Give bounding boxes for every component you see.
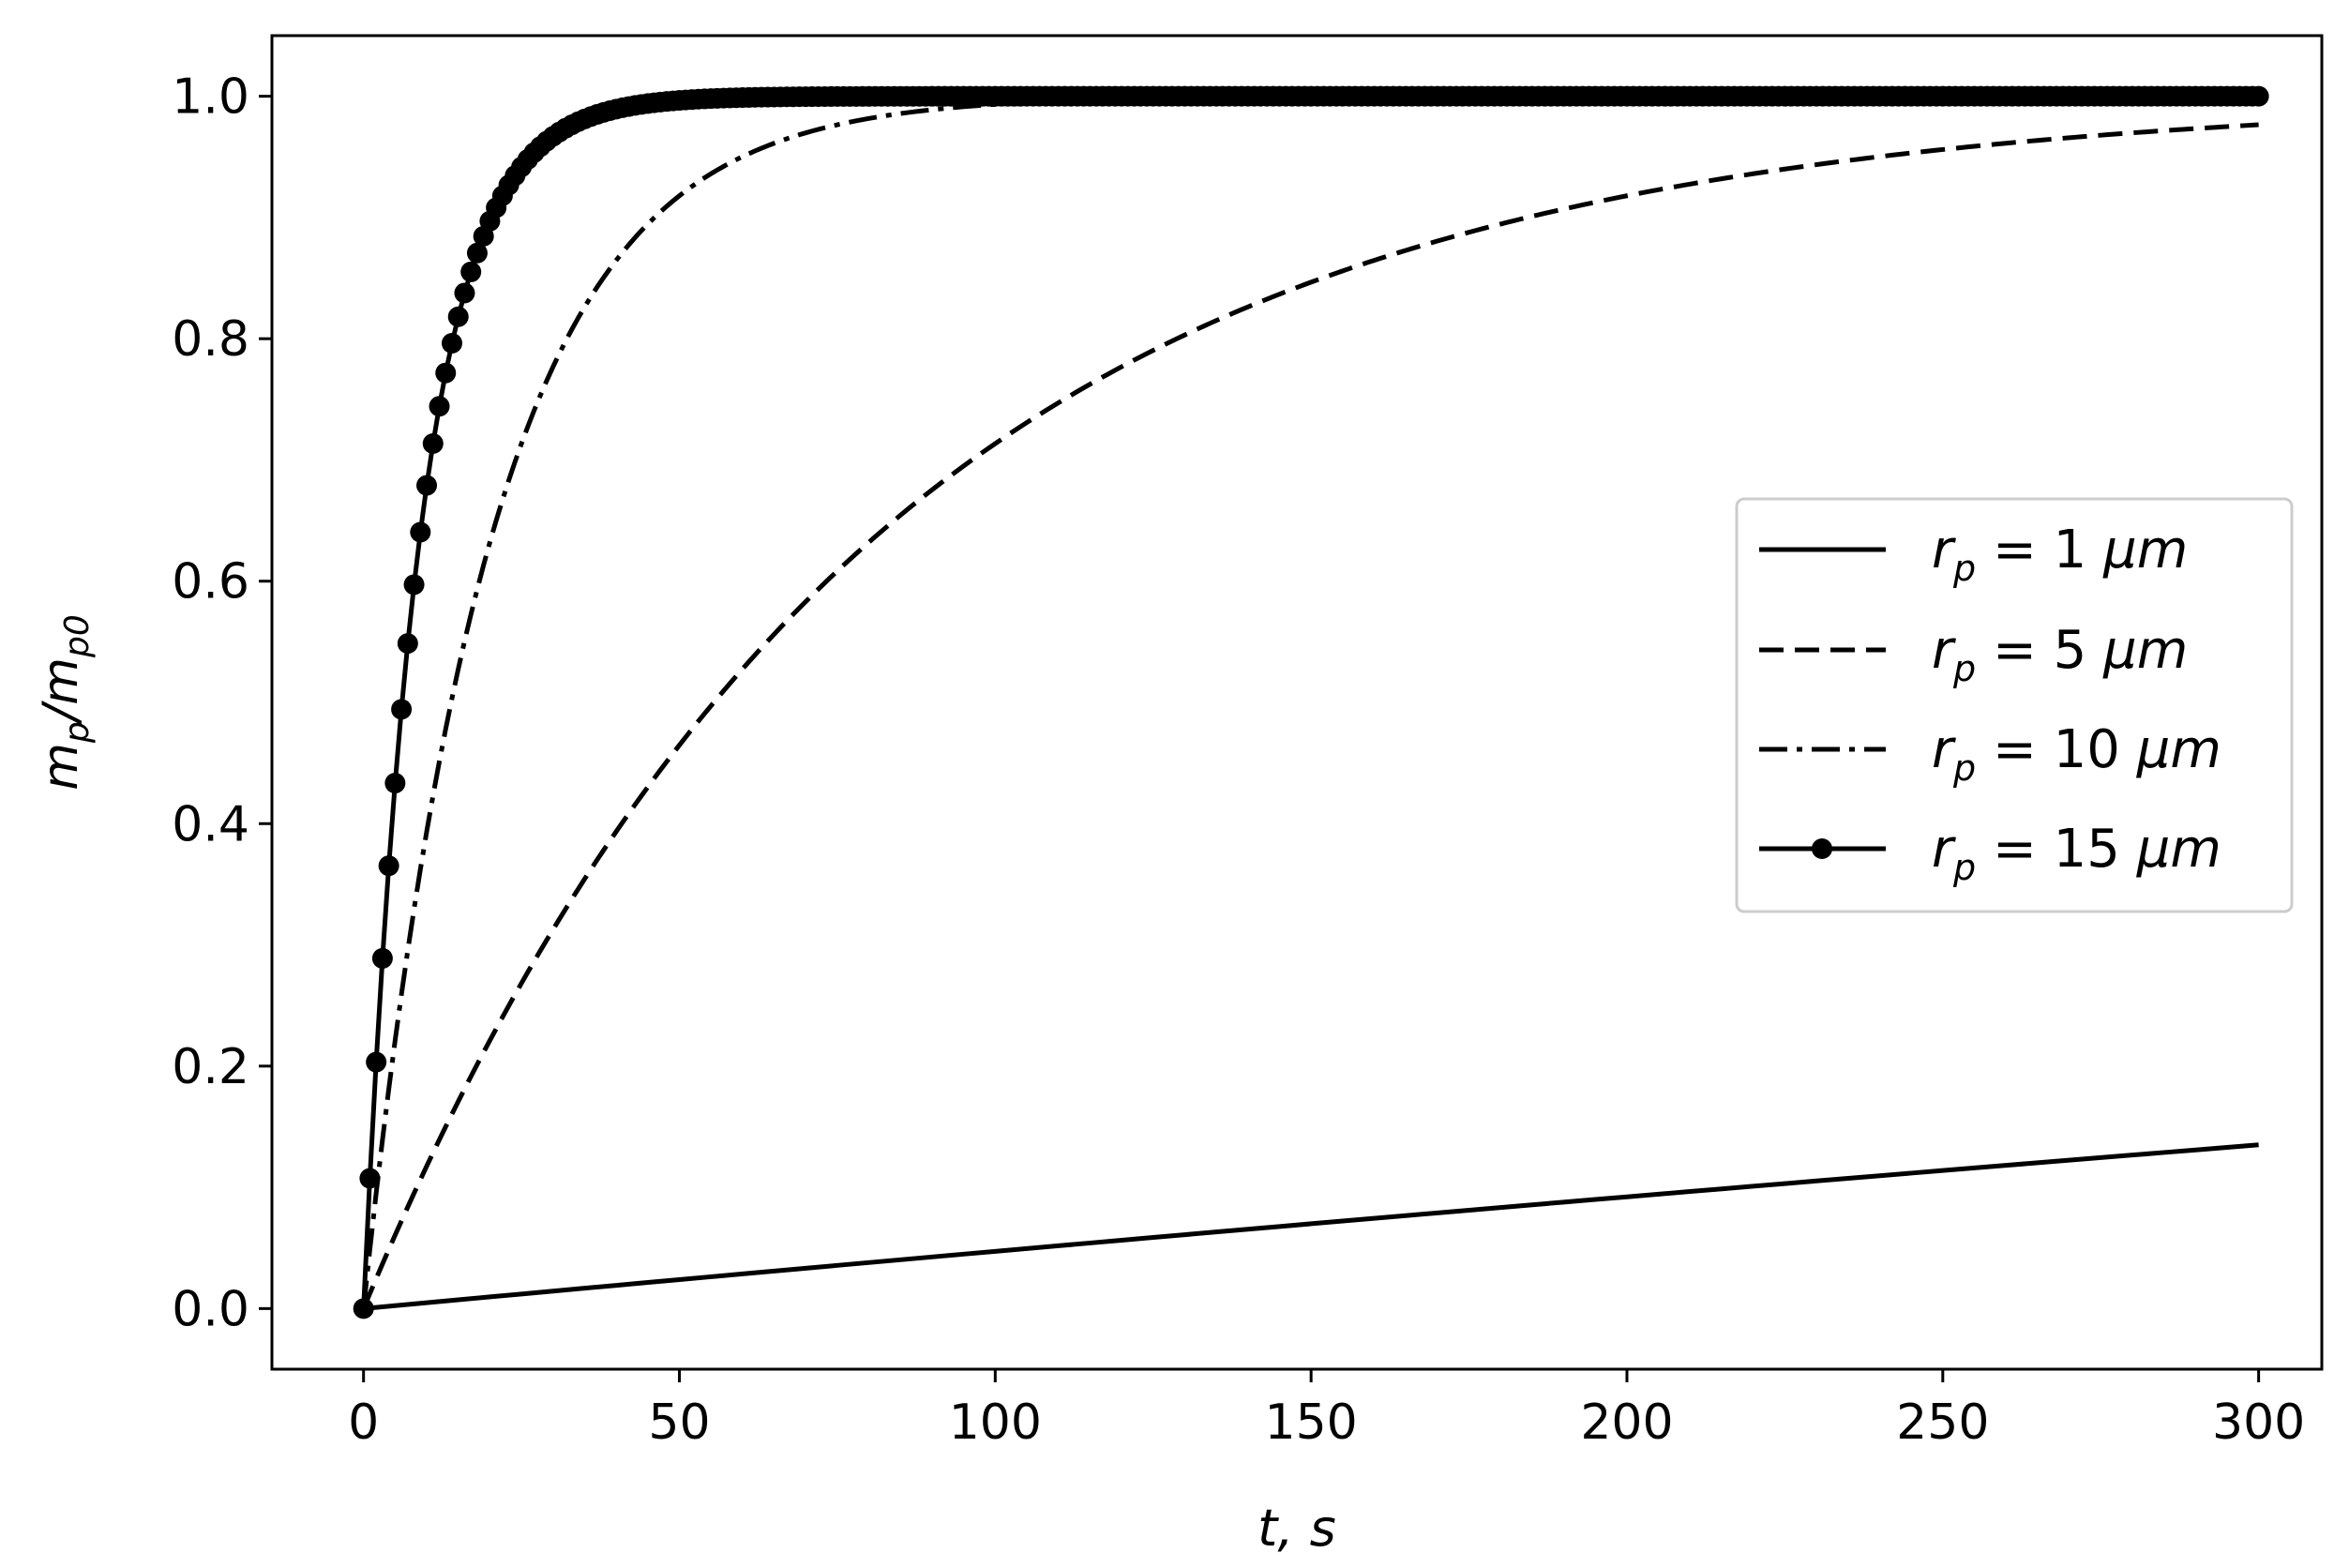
data-point [353,1298,374,1319]
x-tick-label: 0 [348,1395,379,1451]
legend-label: rp = 5 μm [1932,620,2188,689]
x-tick-label: 100 [949,1395,1042,1451]
y-tick-label: 0.6 [172,554,249,611]
x-tick-label: 200 [1580,1395,1673,1451]
data-point [371,947,393,969]
y-axis: 0.0 0.2 0.4 0.6 0.8 1.0 [172,69,272,1337]
data-point [366,1051,387,1073]
series-line-2 [361,122,2259,1310]
legend-marker [1812,838,1832,859]
x-axis-label: t, s [1257,1499,1336,1558]
y-axis-label: mp/mp0 [33,614,97,790]
data-point [378,855,399,877]
data-point [435,362,457,384]
y-tick-label: 0.4 [172,796,249,852]
data-point [447,306,469,327]
data-point [410,521,431,543]
series-markers-4 [353,85,2269,1319]
x-axis: 0 50 100 150 200 250 300 [348,1369,2305,1451]
legend-label: rp = 10 μm [1932,719,2221,789]
y-tick-label: 0.0 [172,1281,249,1337]
data-point [416,475,438,496]
series-line-1 [363,1142,2259,1311]
plot-frame [270,34,2324,1371]
data-point [359,1168,381,1189]
y-tick-label: 0.8 [172,311,249,368]
legend-label: rp = 1 μm [1932,520,2188,589]
legend-frame [1735,497,2294,913]
series-line-3 [361,94,2259,1309]
legend: rp = 1 μm rp = 5 μm rp = 10 μm rp = 15 μm [1735,497,2294,913]
legend-label: rp = 15 μm [1932,819,2221,888]
x-tick-label: 150 [1265,1395,1358,1451]
x-tick-label: 50 [648,1395,710,1451]
x-tick-label: 250 [1896,1395,1989,1451]
data-point [466,242,488,264]
y-tick-label: 0.2 [172,1039,249,1095]
x-tick-label: 300 [2212,1395,2305,1451]
data-point [441,333,462,354]
data-point [397,633,418,655]
series-layer [353,85,2269,1319]
data-point [403,574,425,596]
y-tick-label: 1.0 [172,69,249,126]
data-point [384,773,406,794]
data-point [422,433,444,455]
data-point [391,699,413,720]
data-point [2248,85,2269,107]
data-point [429,396,450,417]
data-point [460,261,482,282]
data-point [454,282,475,304]
